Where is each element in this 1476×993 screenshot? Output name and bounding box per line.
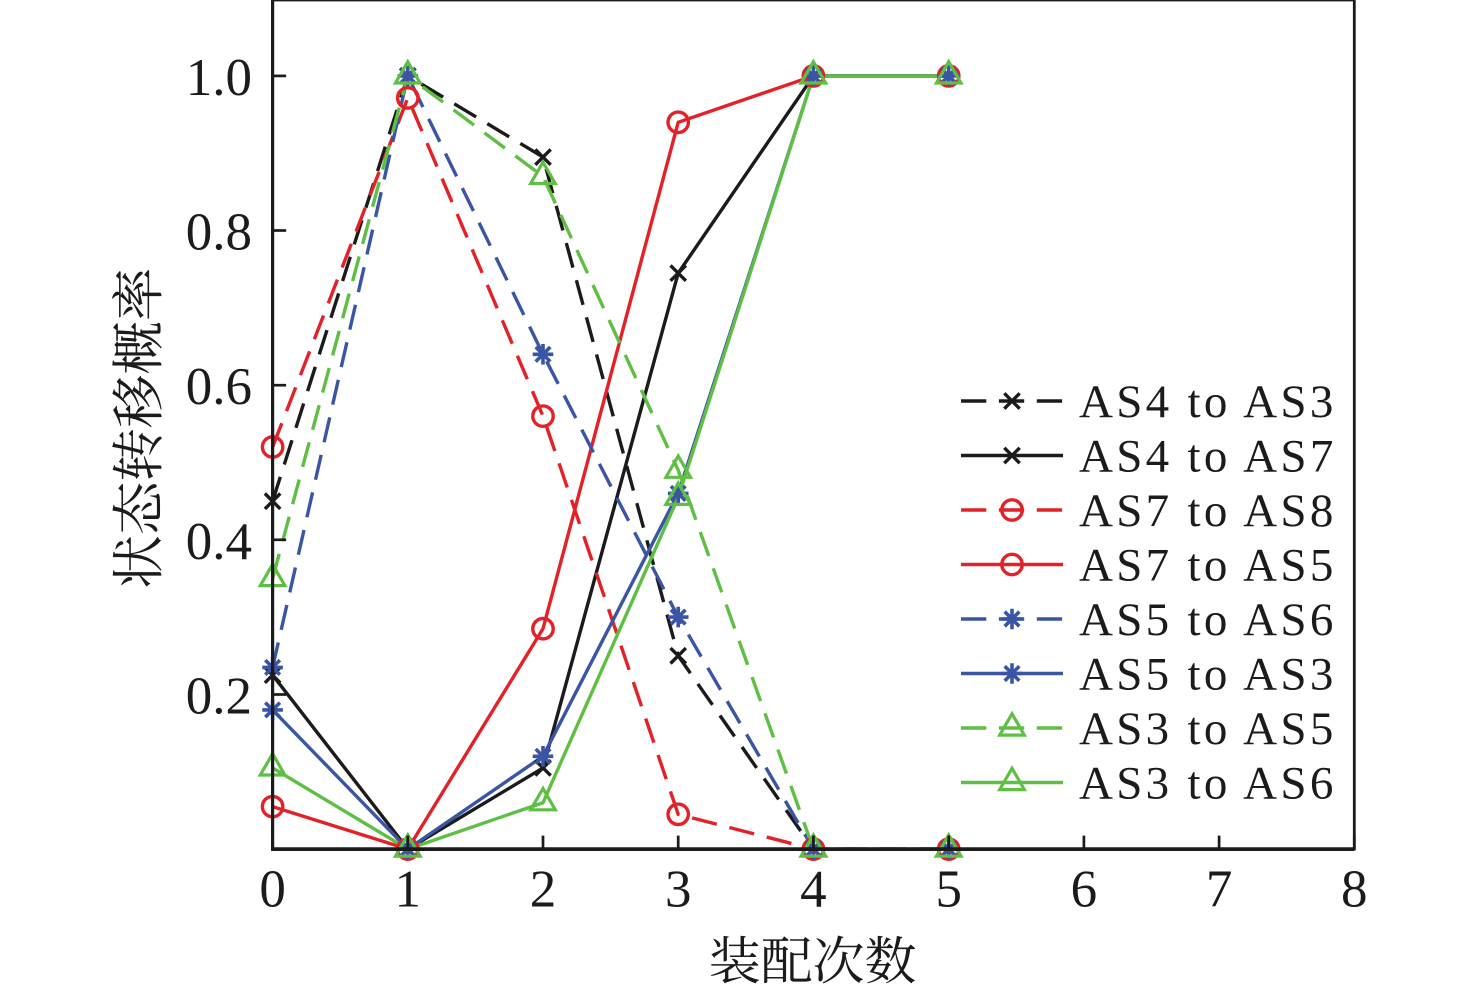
- svg-text:8: 8: [1341, 861, 1368, 919]
- svg-text:AS5 to AS3: AS5 to AS3: [1079, 649, 1337, 701]
- svg-text:AS4 to AS7: AS4 to AS7: [1079, 431, 1337, 483]
- svg-text:5: 5: [935, 861, 962, 919]
- svg-text:0.6: 0.6: [186, 358, 252, 416]
- svg-text:1: 1: [395, 861, 422, 919]
- svg-text:2: 2: [530, 861, 557, 919]
- svg-text:0: 0: [259, 861, 286, 919]
- svg-text:AS3 to AS5: AS3 to AS5: [1079, 703, 1337, 755]
- svg-text:AS4 to AS3: AS4 to AS3: [1079, 376, 1337, 428]
- svg-text:7: 7: [1206, 861, 1233, 919]
- svg-text:AS7 to AS5: AS7 to AS5: [1079, 540, 1337, 592]
- svg-text:0.2: 0.2: [186, 668, 252, 726]
- svg-text:6: 6: [1071, 861, 1098, 919]
- svg-text:0.8: 0.8: [186, 204, 252, 262]
- svg-text:4: 4: [800, 861, 827, 919]
- svg-text:AS7 to AS8: AS7 to AS8: [1079, 485, 1337, 537]
- svg-text:AS3 to AS6: AS3 to AS6: [1079, 758, 1337, 810]
- svg-text:3: 3: [665, 861, 692, 919]
- svg-text:0.4: 0.4: [186, 513, 252, 571]
- svg-text:AS5 to AS6: AS5 to AS6: [1079, 594, 1337, 646]
- svg-text:1.0: 1.0: [186, 49, 252, 107]
